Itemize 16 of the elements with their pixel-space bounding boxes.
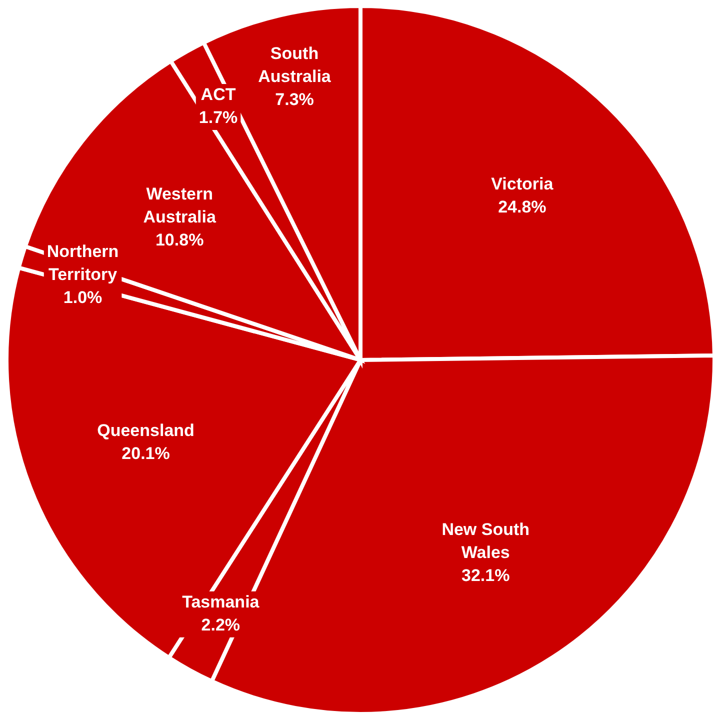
slice-label: New South Wales: [442, 520, 530, 562]
data-label: 32.1%: [462, 566, 510, 585]
slice-label: Tasmania: [182, 592, 260, 612]
slice-label: Northern Territory: [46, 242, 119, 284]
slice-label: Queensland: [97, 420, 194, 440]
data-label: 20.1%: [122, 444, 170, 463]
slice-label: ACT: [200, 85, 236, 104]
slice-label: Victoria: [491, 174, 554, 194]
data-label: 10.8%: [155, 230, 204, 250]
data-label: 1.7%: [198, 108, 238, 128]
data-label: 7.3%: [275, 90, 314, 110]
slice-label: Western Australia: [143, 184, 216, 227]
data-label: 24.8%: [498, 197, 546, 216]
data-label: 1.0%: [63, 288, 102, 308]
slice-label: South Australia: [258, 44, 332, 86]
data-label: 2.2%: [201, 616, 240, 635]
